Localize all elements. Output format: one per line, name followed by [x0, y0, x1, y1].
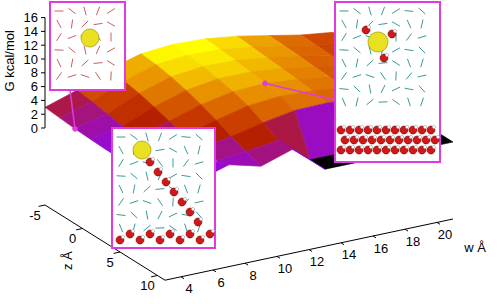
svg-text:10: 10: [24, 52, 38, 67]
svg-text:z Å: z Å: [60, 251, 75, 270]
svg-text:8: 8: [249, 268, 256, 283]
svg-text:12: 12: [310, 254, 324, 269]
svg-text:14: 14: [24, 24, 38, 39]
svg-text:2: 2: [31, 107, 38, 122]
svg-text:4: 4: [31, 93, 38, 108]
svg-text:5: 5: [106, 255, 113, 270]
svg-text:4: 4: [185, 281, 192, 296]
svg-text:12: 12: [24, 38, 38, 53]
svg-text:18: 18: [406, 234, 420, 249]
svg-text:20: 20: [438, 227, 452, 242]
svg-text:10: 10: [140, 278, 154, 293]
svg-text:16: 16: [374, 241, 388, 256]
svg-text:0: 0: [31, 121, 38, 136]
svg-text:w Å: w Å: [463, 240, 486, 255]
svg-text:6: 6: [31, 79, 38, 94]
svg-text:-5: -5: [29, 208, 41, 223]
svg-text:14: 14: [342, 247, 356, 262]
svg-text:G kcal/mol: G kcal/mol: [2, 30, 17, 92]
svg-text:0: 0: [69, 231, 76, 246]
svg-text:6: 6: [217, 275, 224, 290]
svg-text:8: 8: [31, 65, 38, 80]
svg-text:16: 16: [24, 10, 38, 25]
svg-text:10: 10: [278, 261, 292, 276]
